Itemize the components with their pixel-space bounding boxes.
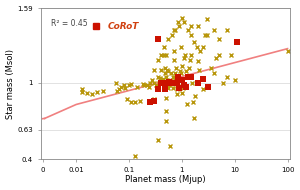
Text: R² = 0.45: R² = 0.45 bbox=[51, 19, 87, 28]
X-axis label: Planet mass (Mjup): Planet mass (Mjup) bbox=[125, 175, 206, 184]
Y-axis label: Star mass (Msol): Star mass (Msol) bbox=[6, 48, 15, 119]
Text: CoRoT: CoRoT bbox=[108, 22, 139, 31]
